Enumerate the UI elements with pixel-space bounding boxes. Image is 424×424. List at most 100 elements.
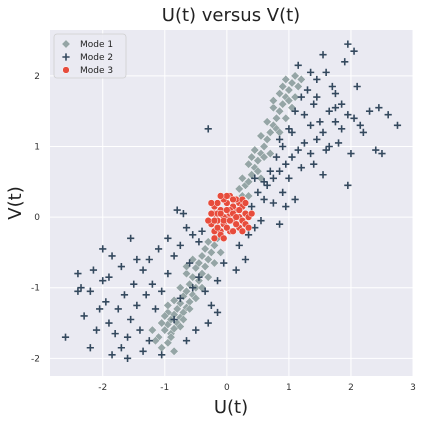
legend-label: Mode 2 [80, 53, 113, 63]
data-point [185, 304, 195, 314]
data-point [248, 202, 256, 211]
data-point [204, 217, 212, 225]
data-point [198, 227, 206, 235]
data-point [285, 174, 293, 182]
data-point [232, 213, 240, 221]
data-point [223, 206, 231, 214]
data-point [130, 280, 138, 288]
data-point [266, 167, 274, 175]
data-point [268, 103, 278, 113]
data-point [241, 255, 250, 264]
legend-label: Mode 1 [80, 40, 113, 50]
data-point [80, 312, 88, 320]
data-point [169, 346, 179, 356]
data-point [331, 104, 340, 112]
data-point [213, 308, 222, 317]
data-point [307, 68, 315, 76]
x-tick-label: 2 [348, 383, 354, 393]
data-point [260, 178, 268, 186]
data-point [284, 96, 294, 106]
data-point [347, 149, 355, 158]
data-point [235, 241, 243, 249]
data-point [268, 96, 278, 106]
data-point [151, 305, 160, 313]
data-point [238, 227, 247, 235]
data-point [204, 125, 212, 133]
data-point [61, 333, 70, 341]
data-point [313, 135, 321, 144]
legend-marker [62, 66, 70, 74]
series-mode-1 [147, 71, 306, 356]
data-point [105, 319, 113, 327]
data-point [378, 149, 386, 158]
data-point [92, 326, 101, 334]
data-point [287, 78, 297, 88]
data-point [265, 127, 275, 137]
data-point [220, 259, 228, 267]
data-point [207, 199, 215, 207]
data-point [279, 188, 287, 197]
data-point [253, 166, 263, 176]
data-point [344, 111, 352, 119]
data-point [164, 234, 172, 242]
data-point [220, 234, 228, 242]
data-point [111, 330, 119, 338]
data-point [148, 280, 156, 288]
data-point [338, 125, 346, 133]
data-point [191, 293, 201, 303]
x-tick-label: 3 [410, 383, 416, 393]
data-point [216, 192, 225, 200]
data-point [139, 266, 147, 274]
legend-marker [62, 53, 70, 61]
data-point [142, 291, 150, 299]
data-point [334, 139, 343, 147]
data-point [114, 305, 122, 313]
data-point [213, 199, 222, 207]
data-point [281, 74, 291, 84]
data-point [108, 351, 116, 359]
data-point [288, 128, 296, 136]
data-point [272, 113, 281, 123]
data-point [344, 181, 352, 189]
data-point [244, 224, 253, 232]
data-point [275, 106, 285, 116]
data-point [123, 333, 132, 341]
data-point [209, 258, 219, 268]
data-point [209, 240, 219, 250]
data-point [105, 273, 113, 281]
data-point [86, 344, 94, 352]
data-point [178, 315, 188, 324]
data-point [170, 315, 178, 324]
data-point [269, 199, 277, 207]
y-tick-label: 1 [34, 143, 40, 153]
data-point [182, 224, 191, 232]
data-point [375, 104, 383, 112]
data-point [260, 195, 268, 204]
data-point [393, 121, 402, 129]
data-point [74, 270, 82, 278]
data-point [310, 100, 318, 108]
data-point [275, 220, 284, 228]
data-point [203, 255, 213, 264]
legend-marker [61, 39, 71, 49]
x-axis-label: U(t) [214, 397, 248, 418]
x-tick-labels: -2 -1 0 1 2 3 [98, 383, 416, 393]
x-tick-label: 0 [224, 383, 230, 393]
data-point [207, 209, 215, 218]
legend: Mode 1 Mode 2 Mode 3 [53, 33, 127, 79]
data-point [250, 145, 260, 155]
data-point [296, 74, 306, 84]
data-point [344, 40, 352, 48]
data-point [322, 146, 330, 154]
data-point [251, 224, 259, 232]
data-point [203, 272, 213, 282]
data-point [275, 89, 285, 99]
data-point [244, 159, 254, 169]
data-point [188, 272, 198, 282]
data-point [365, 107, 374, 115]
data-point [234, 184, 244, 194]
data-point [182, 286, 191, 296]
data-point [279, 142, 287, 151]
data-point [151, 336, 160, 346]
data-point [216, 209, 225, 218]
